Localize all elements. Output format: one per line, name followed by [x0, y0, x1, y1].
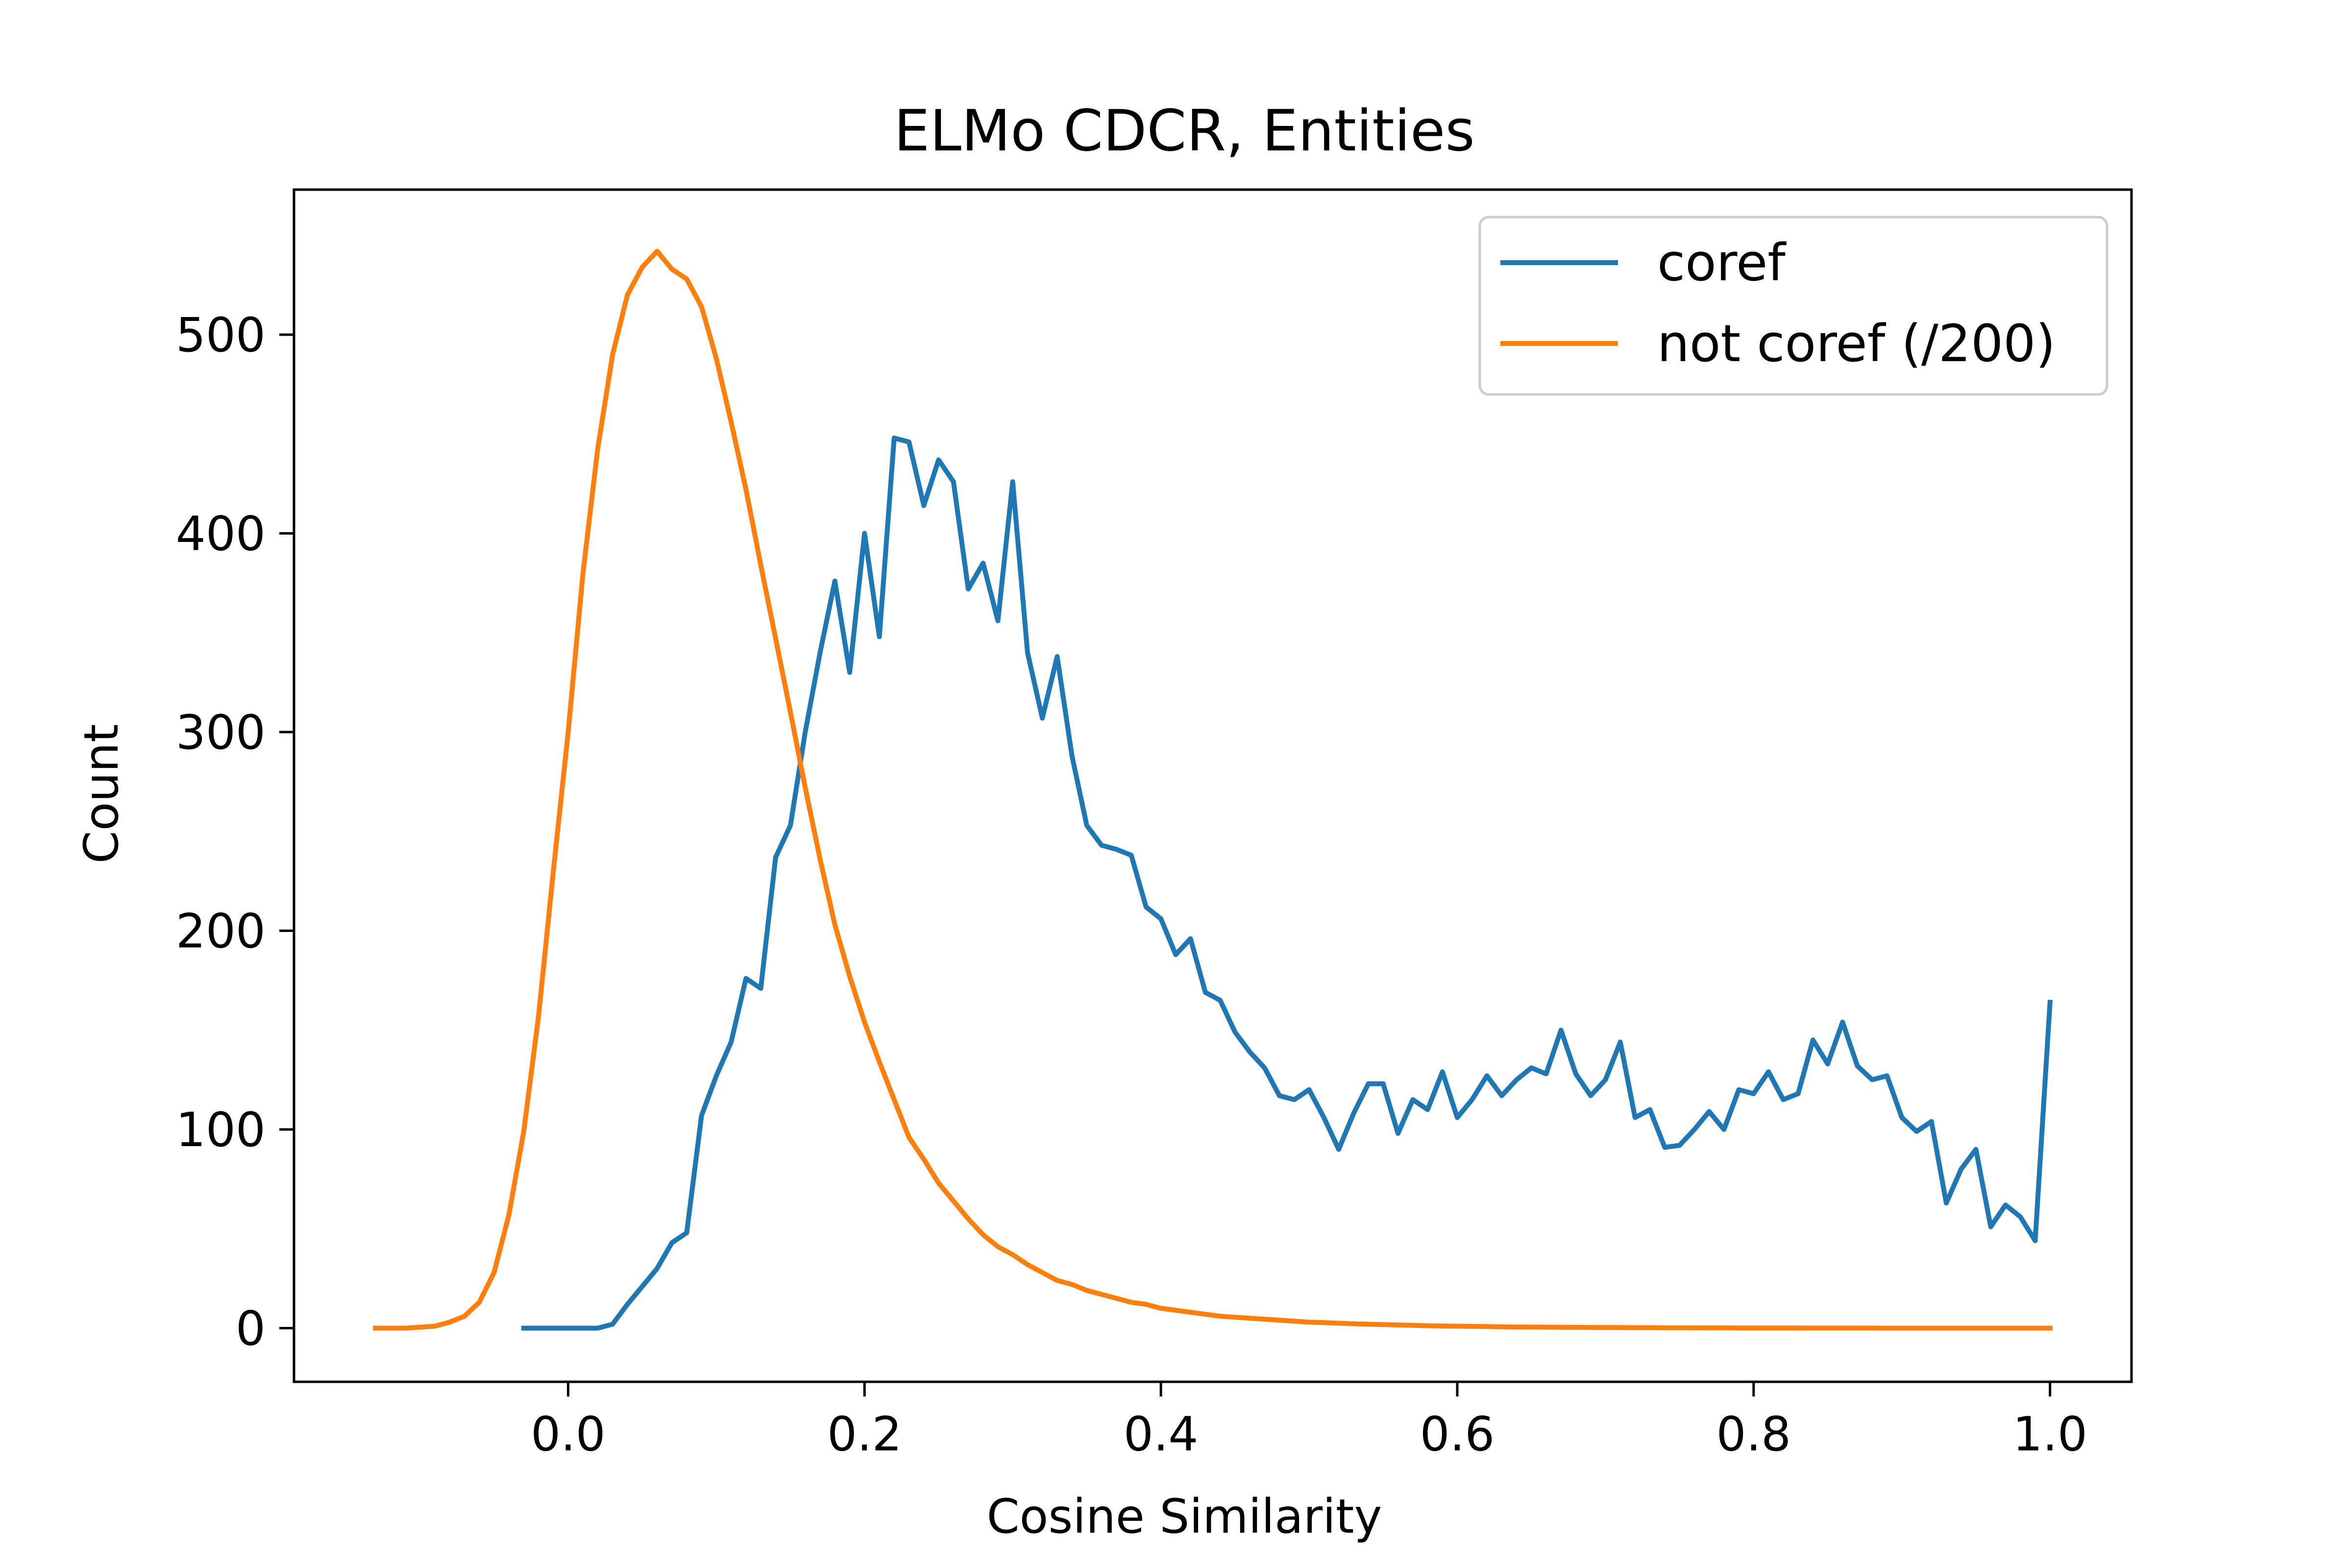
y-tick-label: 200 [176, 904, 266, 959]
legend: coref not coref (/200) [1478, 216, 2108, 396]
legend-box [1478, 216, 2108, 396]
series-line-1 [521, 435, 2053, 1331]
series-line-2 [373, 248, 2053, 1331]
x-tick-label: 0.6 [1420, 1407, 1495, 1462]
x-axis: 0.0 0.2 0.4 0.6 0.8 1.0 [531, 1382, 2087, 1462]
x-tick-label: 0.8 [1716, 1407, 1791, 1462]
x-tick-label: 0.0 [531, 1407, 606, 1462]
y-axis: 0 100 200 300 400 500 [176, 308, 294, 1356]
plot-frame [293, 188, 2133, 1383]
x-tick-label: 0.2 [827, 1407, 902, 1462]
x-tick-label: 0.4 [1124, 1407, 1199, 1462]
y-tick-label: 400 [176, 507, 266, 562]
chart-title: ELMo CDCR, Entities [894, 98, 1475, 164]
x-tick-label: 1.0 [2012, 1407, 2087, 1462]
x-axis-label: Cosine Similarity [987, 1489, 1382, 1544]
y-tick-label: 0 [236, 1301, 266, 1356]
y-axis-label: Count [74, 724, 129, 863]
y-tick-label: 500 [176, 308, 266, 363]
legend-label-2: not coref (/200) [1657, 314, 2056, 373]
y-tick-label: 300 [176, 705, 266, 760]
y-tick-label: 100 [176, 1102, 266, 1157]
legend-label-1: coref [1657, 233, 1787, 293]
plot-area [293, 188, 2133, 1383]
